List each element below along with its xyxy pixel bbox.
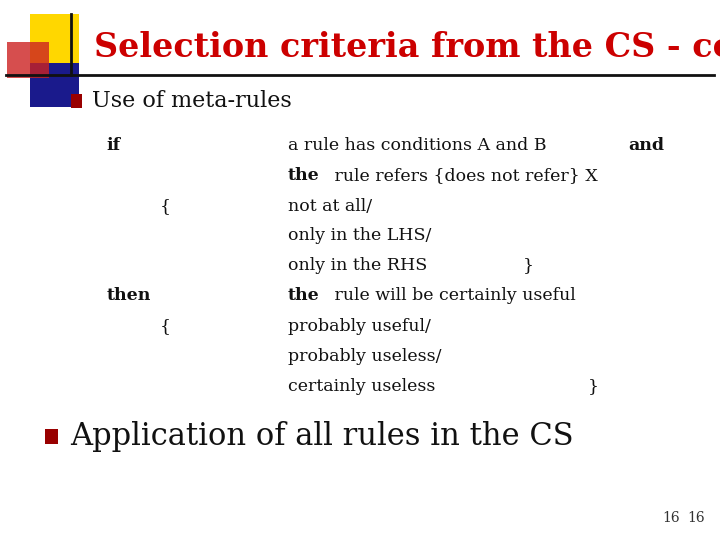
Bar [30,14,79,65]
Text: the: the [288,287,320,304]
Text: 16: 16 [688,511,705,525]
Text: if: if [107,137,121,154]
Text: rule refers {does not refer} X: rule refers {does not refer} X [329,167,598,184]
Bar [30,63,79,107]
Bar [45,429,58,444]
Text: Selection criteria from the CS - cont: Selection criteria from the CS - cont [94,31,720,64]
Text: 16: 16 [662,511,680,525]
Text: and: and [629,137,665,154]
Text: Application of all rules in the CS: Application of all rules in the CS [70,421,573,452]
Text: rule will be certainly useful: rule will be certainly useful [329,287,576,304]
Text: }: } [468,257,534,274]
Text: Use of meta-rules: Use of meta-rules [92,90,292,112]
Bar [71,94,82,108]
Text: not at all/: not at all/ [288,198,372,215]
Bar [7,42,49,78]
Text: }: } [478,377,599,395]
Text: probably useful/: probably useful/ [288,318,431,335]
Text: {: { [160,318,171,335]
Text: then: then [107,287,151,304]
Text: {: { [160,198,171,215]
Text: the: the [288,167,320,184]
Text: probably useless/: probably useless/ [288,348,441,365]
Text: only in the RHS: only in the RHS [288,257,427,274]
Text: only in the LHS/: only in the LHS/ [288,227,431,245]
Text: a rule has conditions A and B: a rule has conditions A and B [288,137,552,154]
Text: certainly useless: certainly useless [288,377,436,395]
